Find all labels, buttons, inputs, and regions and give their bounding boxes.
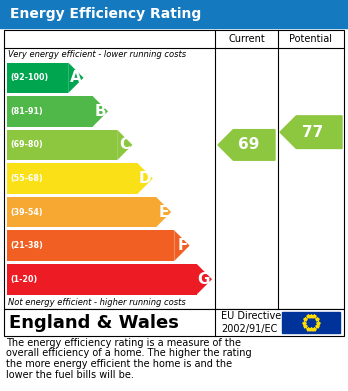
Polygon shape xyxy=(156,197,171,227)
Text: (81-91): (81-91) xyxy=(10,107,43,116)
Polygon shape xyxy=(197,264,212,294)
Text: F: F xyxy=(177,238,188,253)
Text: Energy Efficiency Rating: Energy Efficiency Rating xyxy=(10,7,201,21)
Text: (69-80): (69-80) xyxy=(10,140,43,149)
Text: 77: 77 xyxy=(302,125,324,140)
Polygon shape xyxy=(68,63,84,93)
Text: Current: Current xyxy=(228,34,265,44)
Text: EU Directive
2002/91/EC: EU Directive 2002/91/EC xyxy=(221,311,281,334)
Text: (92-100): (92-100) xyxy=(10,73,48,82)
Bar xyxy=(7,197,156,227)
Text: Very energy efficient - lower running costs: Very energy efficient - lower running co… xyxy=(8,50,186,59)
Polygon shape xyxy=(218,130,275,160)
Bar xyxy=(7,130,117,160)
Bar xyxy=(282,312,340,333)
Text: E: E xyxy=(159,204,169,220)
Bar xyxy=(0,0,348,28)
Text: Not energy efficient - higher running costs: Not energy efficient - higher running co… xyxy=(8,298,186,307)
Text: (1-20): (1-20) xyxy=(10,275,37,284)
Text: D: D xyxy=(138,171,151,186)
Bar xyxy=(7,230,174,261)
Text: the more energy efficient the home is and the: the more energy efficient the home is an… xyxy=(6,359,232,369)
Polygon shape xyxy=(174,230,190,261)
Polygon shape xyxy=(93,96,108,127)
Text: B: B xyxy=(94,104,106,119)
Text: A: A xyxy=(70,70,81,85)
Polygon shape xyxy=(117,130,133,160)
Polygon shape xyxy=(137,163,153,194)
Text: (55-68): (55-68) xyxy=(10,174,43,183)
Bar xyxy=(7,264,197,294)
Polygon shape xyxy=(280,116,342,149)
Bar xyxy=(7,96,93,127)
Bar xyxy=(4,309,344,336)
Text: (21-38): (21-38) xyxy=(10,241,43,250)
Text: C: C xyxy=(119,137,130,152)
Text: (39-54): (39-54) xyxy=(10,208,42,217)
Text: Potential: Potential xyxy=(290,34,332,44)
Text: England & Wales: England & Wales xyxy=(9,314,179,332)
Text: lower the fuel bills will be.: lower the fuel bills will be. xyxy=(6,369,134,380)
Text: G: G xyxy=(198,272,210,287)
Bar xyxy=(4,30,344,309)
Text: 69: 69 xyxy=(238,137,259,152)
Bar xyxy=(7,163,137,194)
Text: The energy efficiency rating is a measure of the: The energy efficiency rating is a measur… xyxy=(6,338,241,348)
Bar xyxy=(7,63,68,93)
Text: overall efficiency of a home. The higher the rating: overall efficiency of a home. The higher… xyxy=(6,348,252,359)
